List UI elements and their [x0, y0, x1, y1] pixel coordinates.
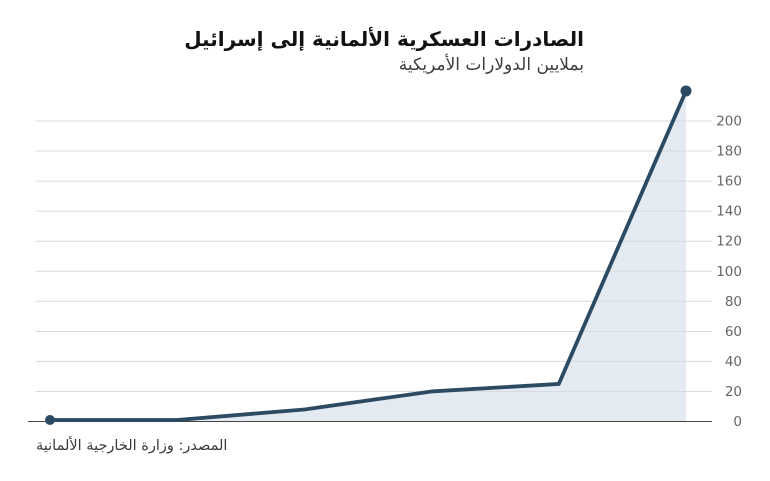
last-point-marker — [680, 85, 692, 97]
y-tick-label: 100 — [716, 264, 742, 280]
y-tick-label: 0 — [733, 414, 742, 430]
y-tick-label: 40 — [725, 354, 742, 370]
source-note: المصدر: وزارة الخارجية الألمانية — [36, 438, 228, 454]
series-area-fill — [50, 90, 686, 422]
y-tick-label: 180 — [716, 144, 742, 160]
y-tick-label: 120 — [716, 234, 742, 250]
y-tick-label: 140 — [716, 204, 742, 220]
y-tick-label: 80 — [725, 294, 742, 310]
y-tick-label: 60 — [725, 324, 742, 340]
series-line — [48, 89, 688, 422]
chart-header: الصادرات العسكرية الألمانية إلى إسرائيل … — [40, 26, 584, 76]
chart-title: الصادرات العسكرية الألمانية إلى إسرائيل — [184, 27, 584, 51]
y-tick-label: 200 — [716, 114, 742, 130]
chart-subtitle: بملايين الدولارات الأمريكية — [398, 55, 584, 75]
first-point-marker — [45, 414, 55, 425]
y-tick-label: 20 — [725, 384, 742, 400]
y-tick-label: 160 — [716, 174, 742, 190]
